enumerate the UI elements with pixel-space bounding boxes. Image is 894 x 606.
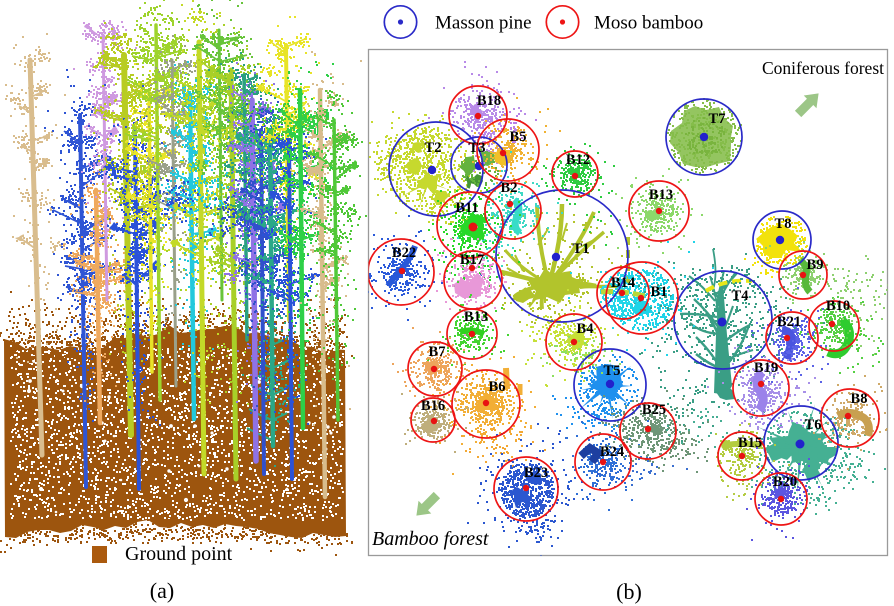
svg-text:T4: T4 [732, 288, 749, 304]
svg-text:Coniferous forest: Coniferous forest [762, 58, 884, 78]
svg-text:B17: B17 [460, 252, 484, 268]
svg-text:B19: B19 [754, 360, 778, 376]
svg-text:(a): (a) [150, 578, 174, 603]
svg-text:B24: B24 [600, 444, 624, 460]
svg-text:T7: T7 [709, 111, 726, 127]
svg-text:B11: B11 [455, 200, 478, 216]
svg-text:T3: T3 [469, 140, 486, 156]
svg-text:T8: T8 [775, 216, 792, 232]
svg-text:B1: B1 [651, 284, 668, 300]
svg-text:T6: T6 [805, 417, 822, 433]
svg-text:T2: T2 [425, 140, 442, 156]
svg-text:B21: B21 [777, 314, 801, 330]
svg-text:B23: B23 [524, 465, 548, 481]
svg-text:B5: B5 [510, 129, 527, 145]
svg-text:B15: B15 [738, 435, 762, 451]
svg-text:B22: B22 [392, 245, 416, 261]
svg-text:B13: B13 [464, 309, 488, 325]
svg-text:B7: B7 [429, 344, 446, 360]
svg-text:T5: T5 [604, 363, 621, 379]
svg-text:Moso bamboo: Moso bamboo [594, 13, 703, 34]
svg-text:B25: B25 [642, 402, 666, 418]
svg-text:(b): (b) [616, 579, 642, 604]
svg-text:B16: B16 [421, 398, 445, 414]
svg-text:T1: T1 [573, 241, 590, 257]
svg-text:B4: B4 [577, 321, 594, 337]
svg-text:B8: B8 [851, 391, 868, 407]
svg-text:B14: B14 [611, 275, 635, 291]
svg-text:B12: B12 [566, 152, 590, 168]
svg-text:B10: B10 [826, 298, 850, 314]
svg-text:B2: B2 [501, 180, 518, 196]
svg-text:B6: B6 [489, 379, 506, 395]
svg-text:B13: B13 [649, 187, 673, 203]
svg-text:Ground point: Ground point [125, 543, 233, 565]
svg-text:B18: B18 [477, 93, 501, 109]
svg-text:B9: B9 [807, 257, 824, 273]
svg-text:B20: B20 [773, 474, 797, 490]
svg-text:Bamboo forest: Bamboo forest [372, 528, 489, 550]
svg-text:Masson pine: Masson pine [435, 13, 532, 34]
